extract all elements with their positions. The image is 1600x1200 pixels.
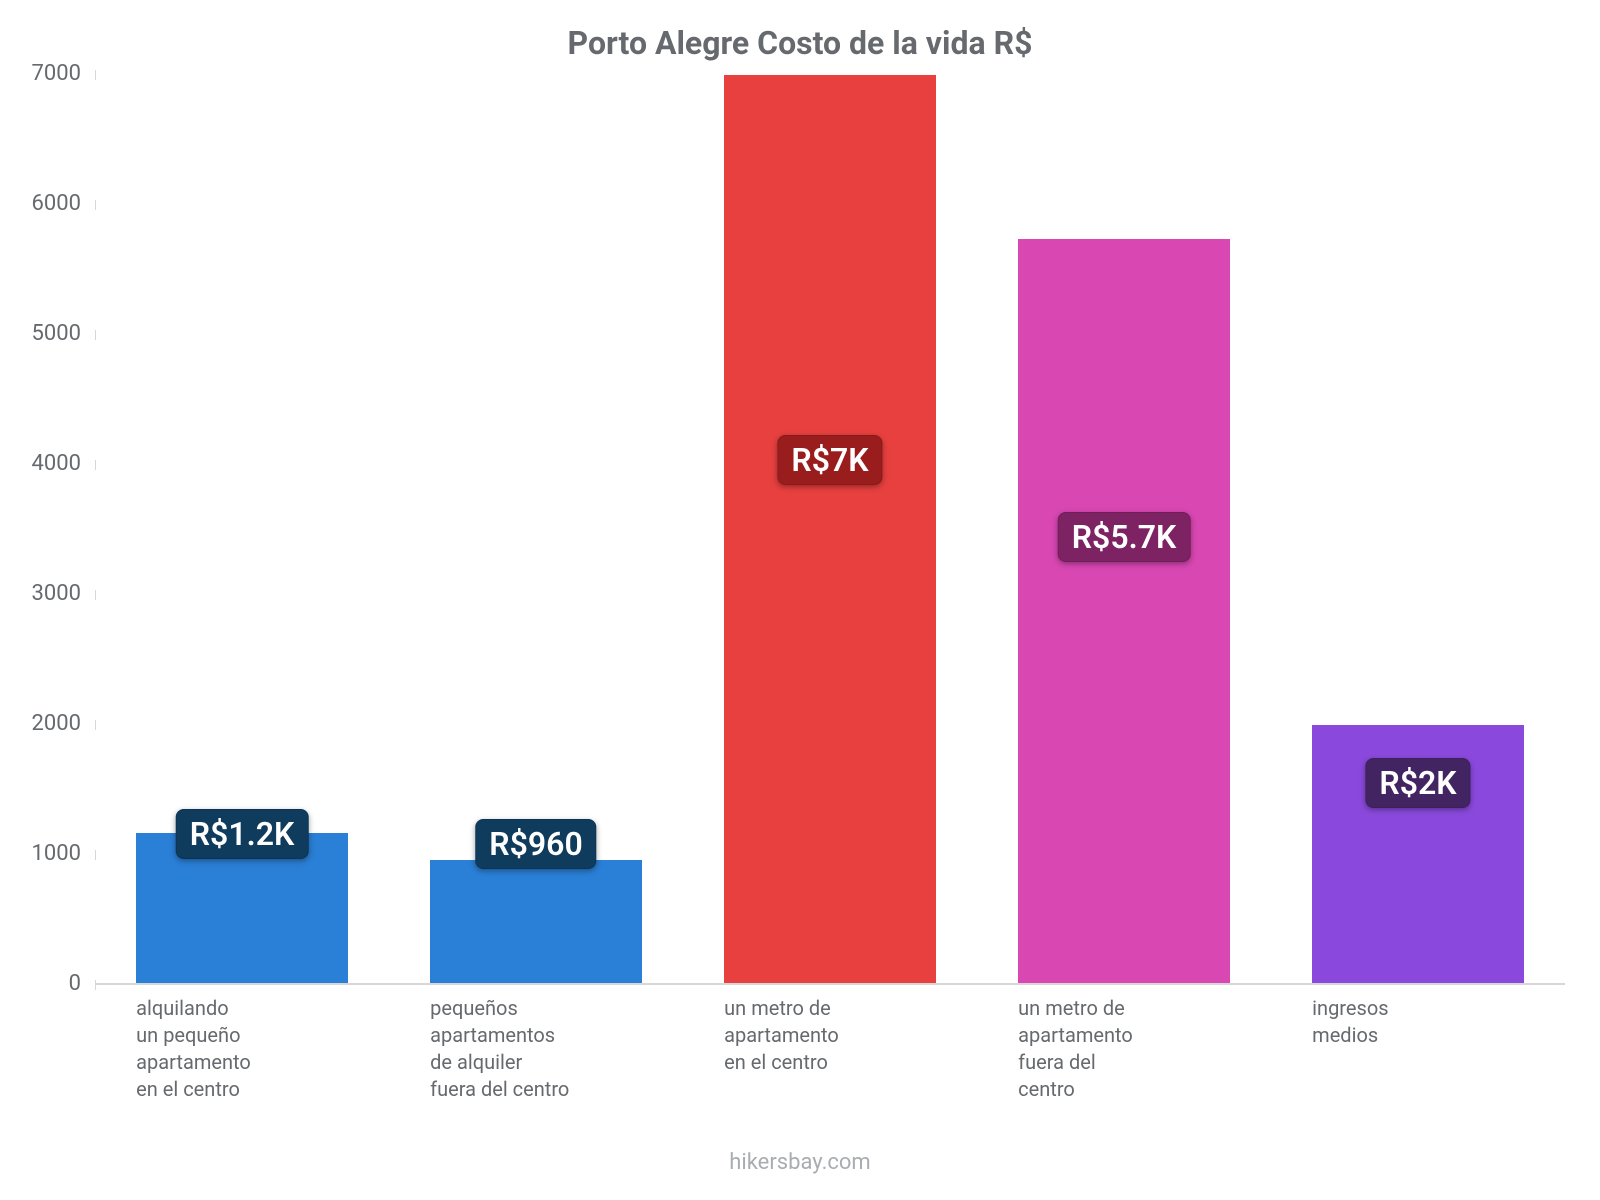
bar-slot: R$1.2K — [95, 75, 389, 985]
y-tick-label: 2000 — [32, 711, 81, 736]
value-badge: R$7K — [777, 435, 882, 485]
value-badge: R$2K — [1365, 758, 1470, 808]
chart-container: Porto Alegre Costo de la vida R$ 0100020… — [0, 0, 1600, 1200]
value-badge: R$960 — [475, 819, 596, 869]
x-axis-label: ingresos medios — [1312, 995, 1524, 1049]
credit-text: hikersbay.com — [0, 1150, 1600, 1175]
y-tick-label: 6000 — [32, 191, 81, 216]
x-axis-baseline — [95, 983, 1565, 985]
x-axis-label: pequeños apartamentos de alquiler fuera … — [430, 995, 642, 1103]
bar-slot: R$960 — [389, 75, 683, 985]
y-tick-label: 3000 — [32, 581, 81, 606]
bars-layer: R$1.2K R$960 R$7K R$5.7K R$2K — [95, 75, 1565, 985]
chart-title: Porto Alegre Costo de la vida R$ — [0, 24, 1600, 62]
bar-slot: R$2K — [1271, 75, 1565, 985]
y-tick-label: 1000 — [32, 841, 81, 866]
bar-slot: R$7K — [683, 75, 977, 985]
x-axis-label: un metro de apartamento fuera del centro — [1018, 995, 1230, 1103]
bar — [430, 860, 642, 985]
value-badge: R$1.2K — [176, 809, 309, 859]
bar — [1018, 239, 1230, 985]
y-tick-label: 7000 — [32, 61, 81, 86]
y-tick-label: 0 — [69, 971, 81, 996]
bar-slot: R$5.7K — [977, 75, 1271, 985]
x-axis-label: alquilando un pequeño apartamento en el … — [136, 995, 348, 1103]
y-tick-label: 5000 — [32, 321, 81, 346]
plot-area: 01000200030004000500060007000 R$1.2KR$96… — [95, 75, 1565, 985]
bar — [724, 75, 936, 985]
x-axis-label: un metro de apartamento en el centro — [724, 995, 936, 1076]
y-tick-label: 4000 — [32, 451, 81, 476]
value-badge: R$5.7K — [1058, 512, 1191, 562]
